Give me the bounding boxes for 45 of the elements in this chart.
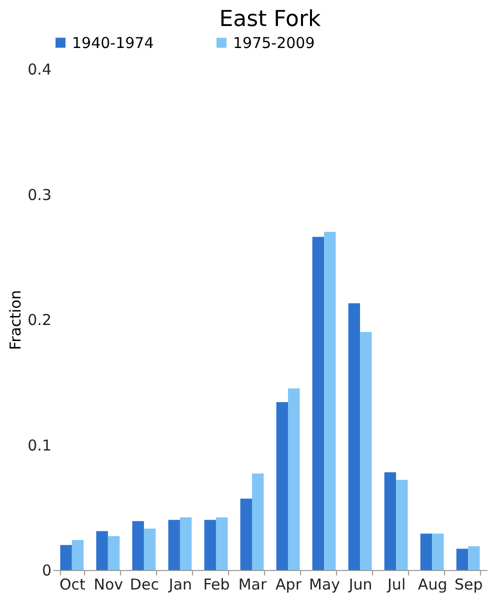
- y-axis-title: Fraction: [6, 290, 25, 350]
- x-tick-label: Nov: [94, 576, 124, 594]
- x-tick-label: Apr: [276, 576, 302, 594]
- bar: [432, 534, 444, 570]
- bar: [288, 388, 300, 570]
- bar: [168, 520, 180, 570]
- bar: [312, 236, 324, 570]
- bar: [60, 544, 72, 570]
- bar: [204, 520, 216, 570]
- bar: [144, 528, 156, 570]
- bar: [72, 540, 84, 570]
- bar: [360, 332, 372, 570]
- bar: [240, 498, 252, 570]
- bar: [180, 517, 192, 570]
- chart-title: East Fork: [219, 7, 322, 32]
- y-tick-label: 0.3: [28, 186, 52, 204]
- y-tick-label: 0: [42, 562, 52, 580]
- x-tick-label: Oct: [59, 576, 86, 594]
- bar: [456, 548, 468, 570]
- y-tick-label: 0.2: [28, 311, 52, 329]
- bar: [468, 546, 480, 570]
- y-tick-label: 0.4: [28, 60, 52, 78]
- bar: [396, 480, 408, 570]
- bar: [132, 521, 144, 570]
- x-tick-label: Jan: [168, 576, 192, 594]
- bar: [276, 402, 288, 570]
- x-tick-label: Feb: [203, 576, 230, 594]
- x-tick-label: Aug: [418, 576, 448, 594]
- legend-label: 1940-1974: [72, 34, 154, 52]
- bar: [324, 232, 336, 570]
- x-tick-label: Jun: [348, 576, 372, 594]
- x-tick-label: Dec: [130, 576, 159, 594]
- bar: [108, 536, 120, 570]
- bar: [420, 534, 432, 570]
- x-tick-label: Sep: [454, 576, 483, 594]
- legend-label: 1975-2009: [233, 34, 315, 52]
- bar: [96, 531, 108, 570]
- bar: [348, 303, 360, 570]
- x-tick-label: May: [309, 576, 340, 594]
- bar: [252, 474, 264, 570]
- bar: [216, 517, 228, 570]
- bar: [384, 472, 396, 570]
- x-tick-label: Mar: [238, 576, 268, 594]
- x-tick-label: Jul: [386, 576, 406, 594]
- y-tick-label: 0.1: [28, 436, 52, 454]
